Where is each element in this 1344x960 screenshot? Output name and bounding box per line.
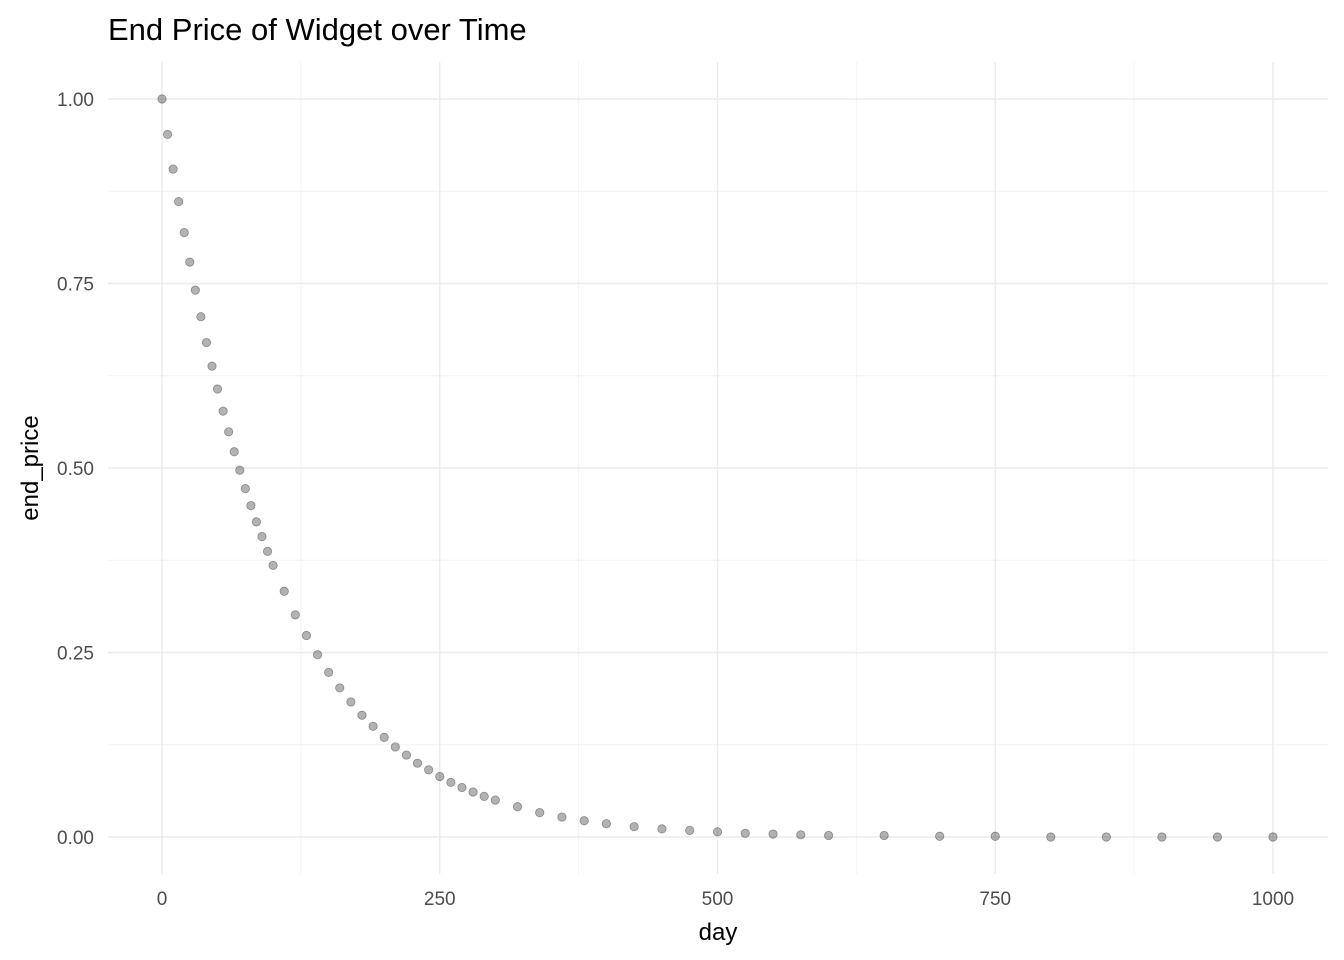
x-tick-label: 0 (157, 889, 168, 910)
data-point (823, 830, 834, 841)
data-point (768, 829, 778, 839)
data-point (268, 560, 278, 571)
data-point (279, 586, 289, 596)
y-axis-ticks: 0.00 0.25 0.50 0.75 1.00 (57, 90, 94, 849)
data-point (446, 777, 456, 787)
data-point (512, 802, 523, 812)
data-point (168, 164, 178, 174)
data-point (424, 765, 434, 775)
data-point (479, 791, 489, 802)
data-point (879, 830, 889, 841)
data-point (224, 427, 234, 437)
data-point (240, 484, 250, 494)
x-axis-title: day (699, 919, 738, 946)
data-point (379, 732, 389, 742)
data-point (796, 830, 806, 840)
x-tick-label: 500 (702, 889, 734, 910)
data-point (412, 758, 423, 768)
data-point (490, 795, 500, 805)
data-point (157, 94, 167, 104)
data-point (246, 501, 256, 511)
data-point (1101, 832, 1111, 842)
data-point (207, 361, 217, 371)
points (157, 94, 1278, 842)
data-point (685, 825, 695, 835)
data-point (218, 406, 228, 416)
data-point (179, 227, 189, 238)
chart-title: End Price of Widget over Time (108, 12, 527, 47)
data-point (312, 650, 323, 660)
data-point (557, 812, 567, 822)
y-tick-label: 0.75 (57, 275, 94, 296)
data-point (1157, 832, 1167, 842)
data-point (335, 683, 345, 693)
data-point (579, 816, 589, 826)
y-tick-label: 0.00 (57, 828, 94, 849)
data-point (468, 787, 478, 797)
data-point (212, 384, 223, 394)
data-point (535, 808, 545, 818)
data-point (235, 465, 245, 475)
data-point (457, 782, 467, 793)
x-axis-ticks: 0 250 500 750 1000 (157, 889, 1294, 910)
data-point (257, 532, 267, 542)
data-point (357, 710, 367, 720)
data-point (174, 196, 184, 207)
data-point (435, 771, 445, 782)
data-point (229, 447, 239, 457)
x-tick-label: 750 (979, 889, 1011, 910)
data-point (629, 822, 639, 832)
data-point (346, 697, 356, 707)
data-point (190, 285, 200, 295)
y-tick-label: 0.50 (57, 459, 94, 480)
data-point (251, 517, 262, 527)
data-point (990, 831, 1000, 841)
data-point (185, 257, 195, 267)
data-point (601, 819, 612, 829)
data-point (290, 610, 300, 620)
data-point (162, 129, 173, 140)
y-axis-title: end_price (17, 415, 44, 520)
data-point (262, 546, 273, 556)
grid (108, 62, 1328, 874)
data-point (301, 630, 312, 641)
x-tick-label: 250 (424, 889, 456, 910)
data-point (740, 828, 750, 838)
data-point (1268, 832, 1278, 842)
data-point (401, 750, 412, 760)
data-point (935, 831, 945, 841)
y-tick-label: 1.00 (57, 90, 94, 111)
data-point (324, 667, 334, 678)
data-point (1046, 832, 1056, 842)
data-point (1212, 832, 1223, 842)
data-point (712, 827, 723, 837)
data-point (390, 742, 400, 752)
y-tick-label: 0.25 (57, 644, 94, 665)
data-point (196, 312, 206, 322)
data-point (368, 721, 378, 731)
data-point (201, 337, 212, 348)
x-tick-label: 1000 (1252, 889, 1294, 910)
data-point (657, 824, 667, 834)
